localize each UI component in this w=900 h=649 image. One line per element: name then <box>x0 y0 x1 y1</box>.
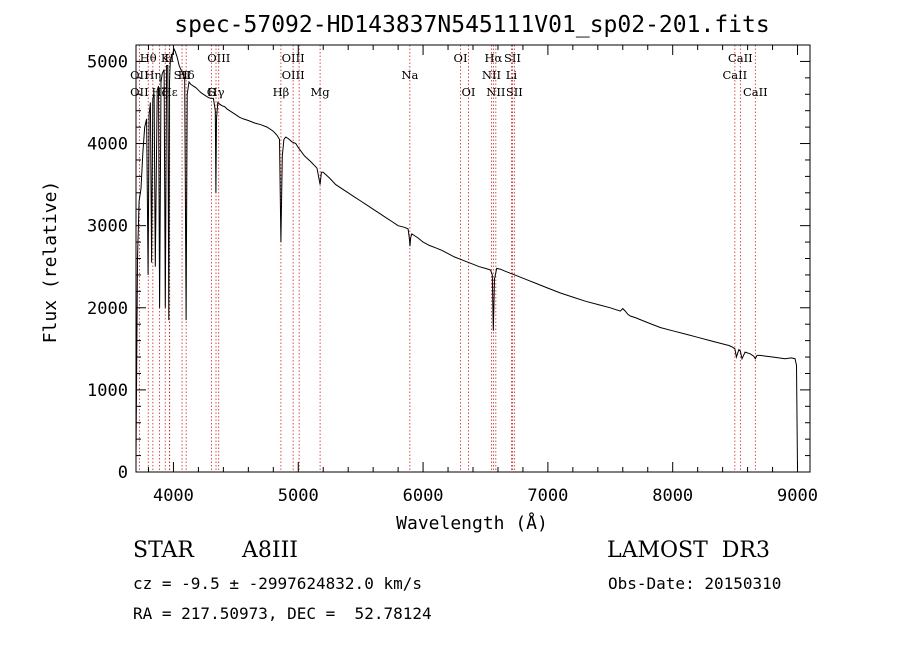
x-tick-label: 7000 <box>527 486 568 506</box>
line-label: G <box>207 85 216 99</box>
line-label: Hα <box>484 51 502 65</box>
spectral-line-markers <box>138 45 756 472</box>
line-label: OIII <box>207 51 230 65</box>
line-label: Na <box>401 68 418 82</box>
spectrum-line <box>135 47 798 471</box>
x-tick-label: 9000 <box>777 486 818 506</box>
line-label: Hγ <box>208 85 225 99</box>
x-tick-label: 5000 <box>278 486 319 506</box>
x-tick-label: 4000 <box>153 486 194 506</box>
line-label: SII <box>504 51 521 65</box>
line-label: Li <box>506 68 518 82</box>
line-label: Hζ <box>151 85 167 99</box>
line-label: OI <box>462 85 476 99</box>
line-label: CaII <box>728 51 753 65</box>
line-label: OI <box>454 51 468 65</box>
line-label: OIII <box>282 51 305 65</box>
plot-frame <box>135 44 811 473</box>
line-label: NII <box>482 68 501 82</box>
y-tick-label: 4000 <box>87 135 128 155</box>
line-label: Mg <box>311 85 331 99</box>
line-label: CaII <box>743 85 768 99</box>
axis-ticks: 4000 5000 6000 7000 8000 9000 0 1000 2000 3000 400… <box>87 44 818 506</box>
redshift-readout: cz = -9.5 ± -2997624832.0 km/s <box>133 574 422 593</box>
line-label: Hη <box>144 68 161 82</box>
line-label: NII <box>486 85 505 99</box>
y-tick-label: 5000 <box>87 52 128 72</box>
object-type: STAR <box>133 538 194 563</box>
line-label: Hδ <box>178 68 195 82</box>
line-label: OII <box>130 68 149 82</box>
y-axis-label: Flux (relative) <box>40 181 61 344</box>
y-tick-label: 2000 <box>87 299 128 319</box>
line-label: SII <box>506 85 523 99</box>
line-label: K <box>161 51 170 65</box>
y-tick-label: 1000 <box>87 381 128 401</box>
line-label: H <box>164 51 174 65</box>
line-label: OIII <box>282 68 305 82</box>
x-axis-label: Wavelength (Å) <box>396 512 548 534</box>
line-label: SII <box>174 68 191 82</box>
line-label: Hθ <box>140 51 157 65</box>
x-tick-label: 6000 <box>403 486 444 506</box>
y-tick-label: 3000 <box>87 217 128 237</box>
survey-name: LAMOST DR3 <box>607 538 770 563</box>
observation-date: Obs-Date: 20150310 <box>608 574 782 593</box>
x-tick-label: 8000 <box>652 486 693 506</box>
spectral-subclass: A8III <box>242 538 298 563</box>
line-label: CaII <box>722 68 747 82</box>
chart-title: spec-57092-HD143837N545111V01_sp02-201.f… <box>174 12 769 38</box>
line-label: Hβ <box>273 85 290 99</box>
coordinates-readout: RA = 217.50973, DEC = 52.78124 <box>133 604 432 623</box>
y-tick-label: 0 <box>118 463 128 483</box>
line-label: OII <box>130 85 149 99</box>
